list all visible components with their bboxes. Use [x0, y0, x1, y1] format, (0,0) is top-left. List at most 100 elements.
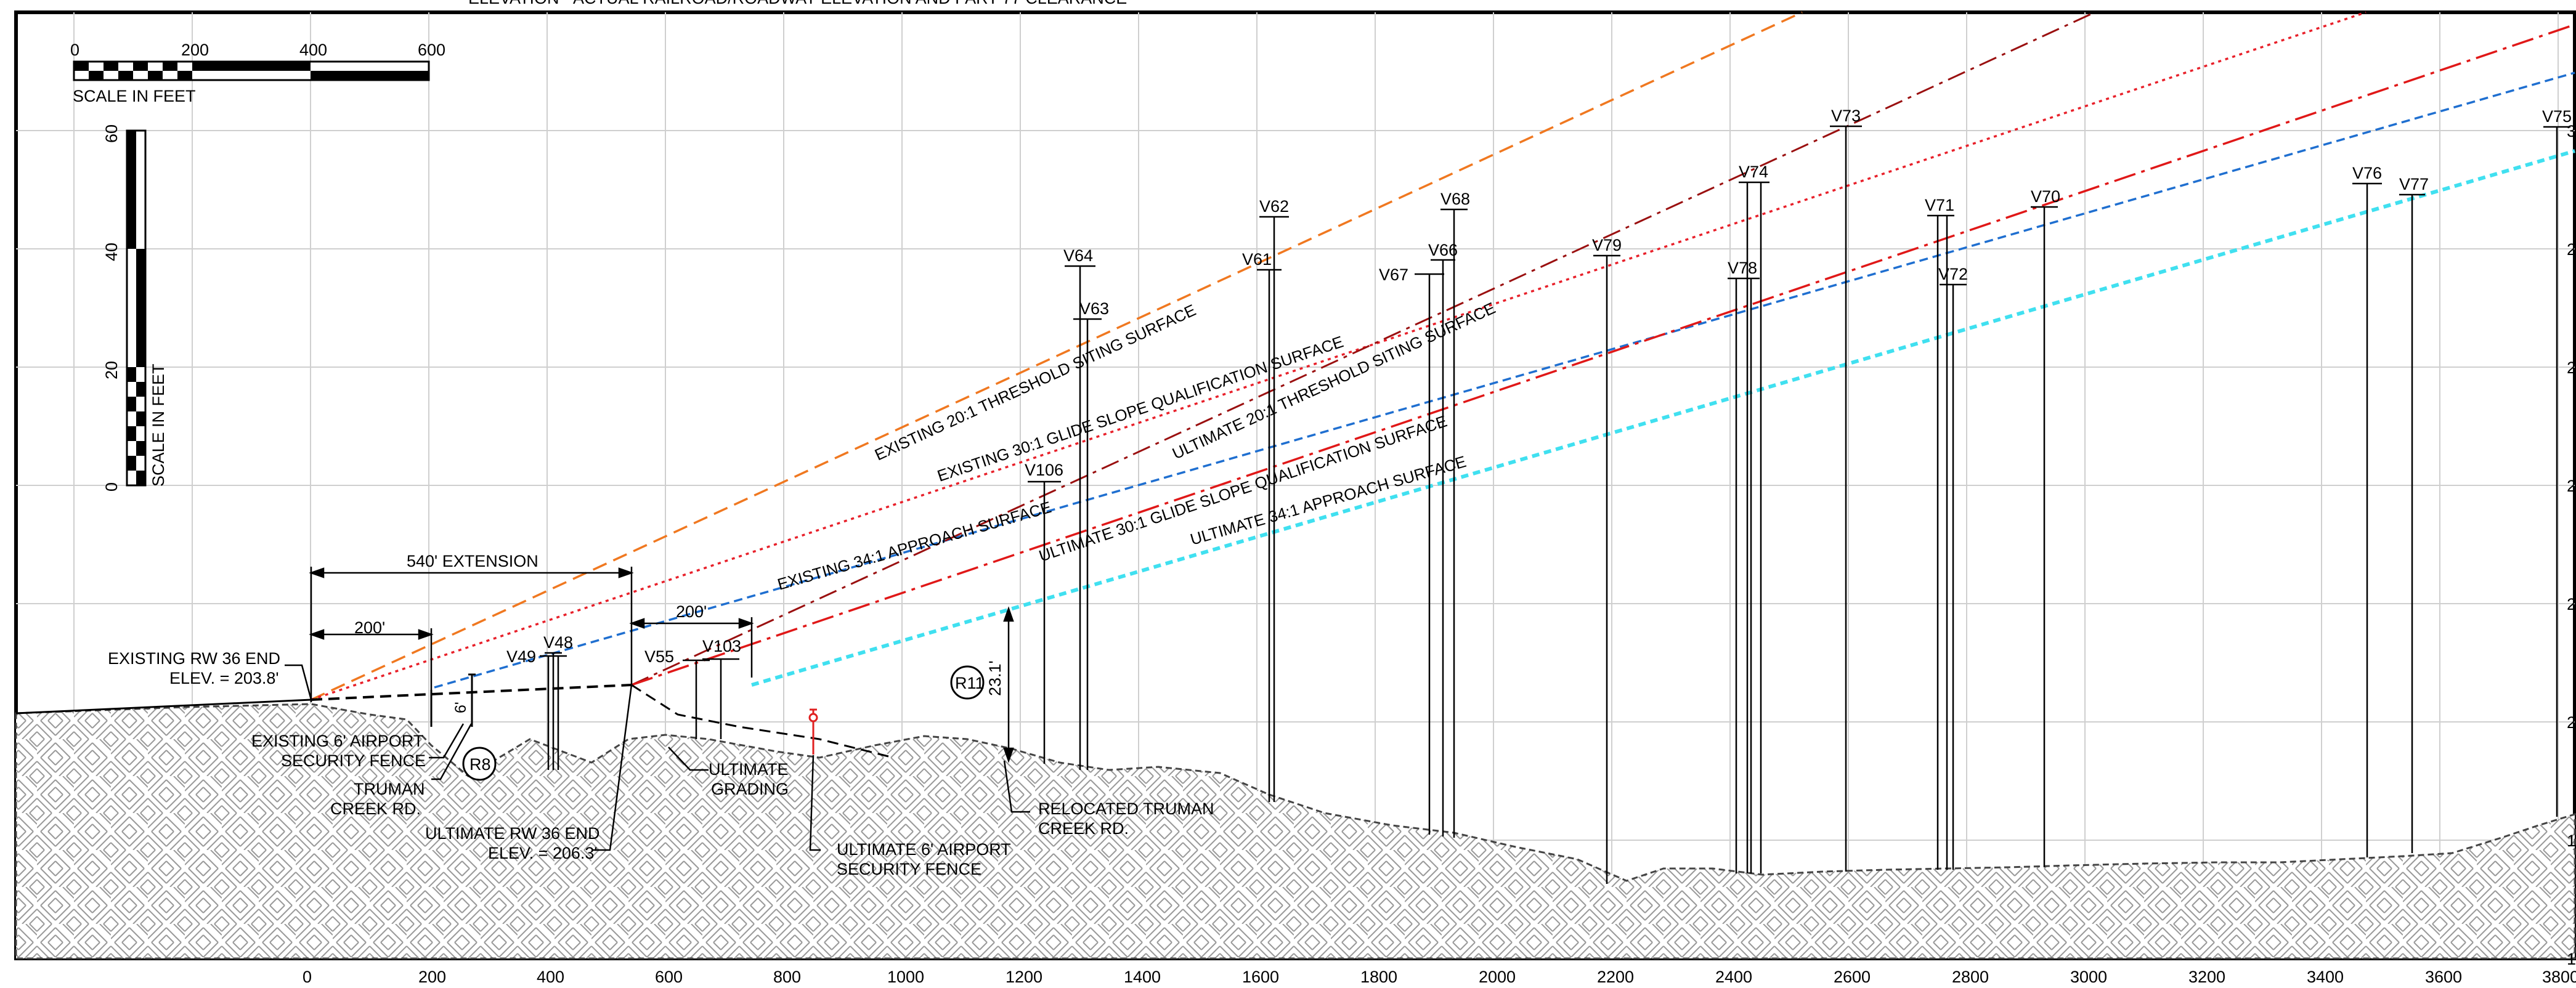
r11-marker — [950, 665, 985, 700]
obstruction-label-v70: V70 — [2031, 187, 2060, 206]
x-axis-label: 600 — [655, 968, 683, 986]
elevation-label: 160 — [2567, 950, 2576, 968]
obstruction-label-v72: V72 — [1938, 265, 1968, 283]
x-axis-label: 1000 — [887, 968, 924, 986]
callout-leaders — [285, 664, 1030, 851]
x-axis-label: 2200 — [1597, 968, 1634, 986]
existing-runway-surface — [15, 698, 312, 715]
obstruction-label-v73: V73 — [1831, 107, 1861, 125]
elevation-label: 220 — [2567, 595, 2576, 613]
ground-profile — [15, 703, 2576, 960]
x-axis-label: 0 — [303, 968, 312, 986]
obstruction-label-v68: V68 — [1440, 190, 1470, 208]
x-axis-label: 1200 — [1006, 968, 1042, 986]
x-axis-labels: 0 200 400 600 800 1000 1200 1400 1600 18… — [303, 968, 2576, 986]
existing-34-1-surface-line — [434, 71, 2575, 689]
elevation-label: 180 — [2567, 832, 2576, 850]
x-axis-label: 2000 — [1479, 968, 1516, 986]
hscale-tick-400: 400 — [299, 41, 327, 59]
existing-fence-marker — [430, 673, 476, 727]
x-axis-label: 200 — [418, 968, 446, 986]
obstruction-label-v61: V61 — [1242, 250, 1272, 269]
vscale-tick-0: 0 — [102, 482, 121, 492]
existing-34-1-label: EXISTING 34:1 APPROACH SURFACE — [775, 498, 1053, 594]
x-axis-label: 2600 — [1834, 968, 1871, 986]
existing-end-label-1: EXISTING RW 36 END — [108, 649, 280, 668]
drawing-title: ELEVATION - ACTUAL RAILROAD/ROADWAY ELEV… — [468, 0, 1127, 7]
ultimate-200-label: 200' — [676, 602, 707, 621]
ultimate-end-label-2: ELEV. = 206.3' — [488, 844, 598, 862]
obstruction-label-v66: V66 — [1428, 241, 1458, 259]
obstruction-label-v74: V74 — [1739, 163, 1768, 181]
x-axis-label: 3000 — [2070, 968, 2107, 986]
vertical-scale-bar — [126, 129, 147, 487]
x-axis-label: 3800 — [2542, 968, 2576, 986]
x-axis-label: 800 — [773, 968, 801, 986]
obstruction-label-v55: V55 — [644, 647, 674, 666]
elevation-label: 200 — [2567, 713, 2576, 732]
vscale-tick-60: 60 — [102, 124, 121, 143]
ultimate-30-1-surface-line — [631, 23, 2575, 686]
vscale-caption: SCALE IN FEET — [149, 363, 168, 487]
obstruction-labels: V49 V48 V55 V103 V106 V64 V63 V62 V61 V6… — [506, 107, 2572, 666]
obstruction-label-v79: V79 — [1592, 236, 1622, 254]
obstruction-label-v106: V106 — [1025, 461, 1063, 479]
obstruction-label-v64: V64 — [1063, 246, 1093, 265]
obstruction-label-v63: V63 — [1079, 299, 1109, 318]
elevation-label: 260 — [2567, 358, 2576, 377]
right-elevation-labels: 300 280 260 240 220 200 180 160 — [2567, 122, 2576, 968]
obstruction-label-v67: V67 — [1379, 265, 1408, 284]
r8-label: R8 — [469, 755, 491, 774]
extension-label: 540' EXTENSION — [407, 552, 538, 570]
obstruction-label-v103: V103 — [702, 637, 741, 655]
ultimate-fence-label-1: ULTIMATE 6' AIRPORT — [837, 840, 1011, 859]
extension-dimension — [309, 567, 754, 702]
ultimate-grading-label-2: GRADING — [711, 780, 789, 798]
x-axis-label: 3600 — [2425, 968, 2462, 986]
r11-height-dimension — [1003, 606, 1014, 763]
x-axis-label: 2800 — [1952, 968, 1989, 986]
existing-fence-label-2: SECURITY FENCE — [281, 751, 426, 770]
existing-200-label: 200' — [354, 618, 385, 637]
r11-height-label: 23.1' — [986, 660, 1004, 696]
existing-end-label-2: ELEV. = 203.8' — [169, 669, 279, 687]
horizontal-scale-bar — [73, 60, 430, 81]
approach-surfaces — [311, 11, 2575, 701]
x-axis-label: 1600 — [1242, 968, 1279, 986]
obstruction-label-v49: V49 — [506, 647, 536, 666]
ultimate-fence-marker — [808, 708, 818, 755]
elevation-label: 240 — [2567, 477, 2576, 495]
relocated-road-label-2: CREEK RD. — [1038, 819, 1129, 838]
hscale-caption: SCALE IN FEET — [73, 87, 196, 105]
obstruction-stems — [540, 125, 2570, 884]
obstruction-label-v48: V48 — [543, 633, 573, 652]
elevation-label: 300 — [2567, 122, 2576, 140]
x-axis-label: 1800 — [1360, 968, 1397, 986]
existing-20-1-surface-line — [311, 11, 1803, 701]
hscale-tick-0: 0 — [70, 41, 79, 59]
vscale-tick-20: 20 — [102, 361, 121, 379]
ultimate-grading-label-1: ULTIMATE — [709, 760, 789, 779]
obstruction-label-v78: V78 — [1728, 259, 1757, 277]
obstruction-label-v71: V71 — [1925, 196, 1954, 214]
existing-fence-label-1: EXISTING 6' AIRPORT — [251, 732, 423, 750]
hscale-tick-200: 200 — [181, 41, 209, 59]
x-axis-label: 3400 — [2307, 968, 2344, 986]
hscale-tick-600: 600 — [418, 41, 445, 59]
truman-label-2: CREEK RD. — [330, 800, 421, 818]
ultimate-end-label-1: ULTIMATE RW 36 END — [425, 824, 600, 843]
truman-label-1: TRUMAN — [354, 780, 425, 798]
x-axis-label: 3200 — [2188, 968, 2225, 986]
obstruction-label-v77: V77 — [2399, 175, 2429, 193]
vscale-tick-40: 40 — [102, 243, 121, 261]
obstruction-label-v62: V62 — [1259, 197, 1289, 216]
obstruction-label-v75: V75 — [2542, 107, 2572, 126]
ultimate-grading-line — [631, 684, 894, 759]
x-axis-label: 2400 — [1715, 968, 1752, 986]
r11-label: R11 — [955, 674, 985, 692]
relocated-road-label-1: RELOCATED TRUMAN — [1038, 800, 1214, 818]
ultimate-34-1-surface-line — [751, 149, 2575, 687]
x-axis-label: 400 — [537, 968, 564, 986]
obstruction-label-v76: V76 — [2352, 164, 2382, 182]
